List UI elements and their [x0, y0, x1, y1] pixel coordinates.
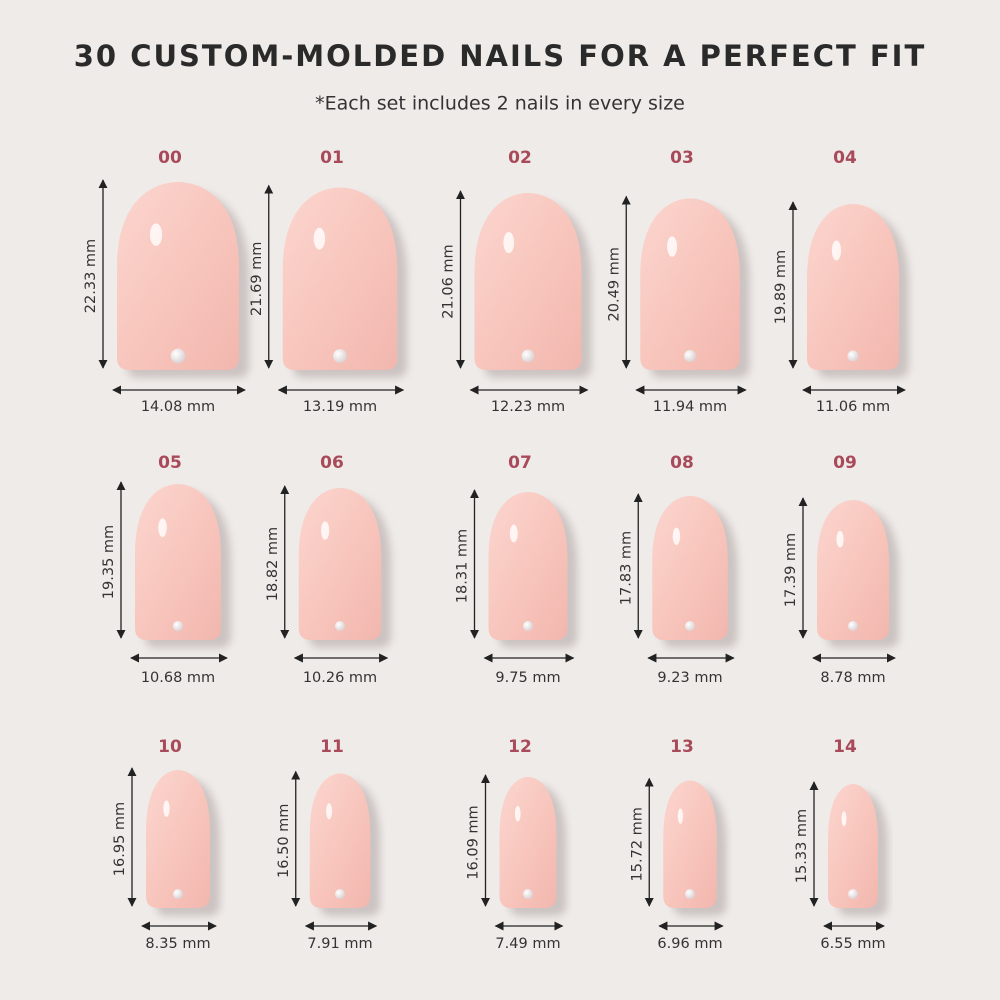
- pearl: [173, 889, 183, 899]
- nail: [499, 777, 557, 908]
- nail: [146, 770, 210, 908]
- size-label: 00: [158, 148, 182, 168]
- nail: [309, 773, 371, 908]
- nail: [807, 204, 899, 370]
- size-label: 04: [833, 148, 857, 168]
- nail: [117, 182, 239, 370]
- title: 30 CUSTOM-MOLDED NAILS FOR A PERFECT FIT: [74, 39, 927, 73]
- width-label: 12.23 mm: [491, 399, 565, 415]
- length-label: 18.82 mm: [265, 527, 281, 601]
- length-label: 17.83 mm: [618, 531, 634, 605]
- nail-highlight: [841, 811, 847, 827]
- size-label: 14: [833, 737, 857, 757]
- length-label: 15.33 mm: [794, 809, 810, 883]
- nail-highlight: [503, 231, 515, 254]
- width-label: 14.08 mm: [141, 399, 215, 415]
- nail-highlight: [163, 800, 170, 817]
- length-label: 19.35 mm: [101, 525, 117, 599]
- width-label: 10.68 mm: [141, 670, 215, 686]
- length-label: 20.49 mm: [606, 247, 622, 321]
- size-label: 12: [508, 737, 532, 757]
- length-label: 21.06 mm: [441, 244, 457, 318]
- size-label: 07: [508, 453, 532, 473]
- length-label: 19.89 mm: [773, 250, 789, 324]
- size-label: 06: [320, 453, 344, 473]
- size-label: 05: [158, 453, 182, 473]
- size-label: 11: [320, 737, 344, 757]
- pearl: [172, 620, 184, 632]
- width-label: 6.55 mm: [820, 936, 885, 952]
- size-label: 13: [670, 737, 694, 757]
- nail: [663, 780, 717, 908]
- pearl: [333, 349, 347, 363]
- length-label: 21.69 mm: [249, 242, 265, 316]
- subtitle: *Each set includes 2 nails in every size: [315, 93, 685, 115]
- pearl: [848, 621, 858, 631]
- nail: [828, 784, 878, 908]
- width-label: 13.19 mm: [303, 399, 377, 415]
- nail: [488, 492, 568, 640]
- nail-highlight: [321, 521, 330, 540]
- size-label: 09: [833, 453, 857, 473]
- size-label: 08: [670, 453, 694, 473]
- pearl: [847, 350, 859, 362]
- nail-highlight: [831, 240, 842, 261]
- width-label: 7.49 mm: [495, 936, 560, 952]
- pearl: [685, 889, 695, 899]
- width-label: 8.35 mm: [145, 936, 210, 952]
- width-label: 7.91 mm: [307, 936, 372, 952]
- length-label: 17.39 mm: [783, 533, 799, 607]
- length-label: 22.33 mm: [83, 239, 99, 313]
- pearl: [848, 889, 858, 899]
- width-label: 11.94 mm: [653, 399, 727, 415]
- pearl: [335, 889, 345, 899]
- nail-highlight: [326, 803, 333, 820]
- pearl: [521, 349, 535, 363]
- nail: [817, 500, 889, 640]
- width-label: 9.23 mm: [657, 670, 722, 686]
- width-label: 6.96 mm: [657, 936, 722, 952]
- size-label: 01: [320, 148, 344, 168]
- nail-highlight: [672, 527, 681, 545]
- width-label: 8.78 mm: [820, 670, 885, 686]
- nail: [298, 488, 382, 640]
- length-label: 16.95 mm: [112, 802, 128, 876]
- width-label: 10.26 mm: [303, 670, 377, 686]
- nail: [135, 484, 221, 640]
- size-label: 03: [670, 148, 694, 168]
- size-label: 02: [508, 148, 532, 168]
- nail-highlight: [677, 808, 684, 824]
- nail: [652, 496, 728, 640]
- width-label: 11.06 mm: [816, 399, 890, 415]
- size-label: 10: [158, 737, 182, 757]
- width-label: 9.75 mm: [495, 670, 560, 686]
- length-label: 16.50 mm: [276, 804, 292, 878]
- length-label: 18.31 mm: [455, 529, 471, 603]
- nail-highlight: [667, 236, 678, 257]
- nail: [282, 187, 398, 370]
- length-label: 15.72 mm: [629, 807, 645, 881]
- pearl: [170, 348, 186, 364]
- nail-highlight: [149, 223, 163, 246]
- nail-highlight: [313, 227, 326, 250]
- nail-highlight: [509, 524, 518, 543]
- nail-highlight: [836, 530, 844, 548]
- nail: [474, 193, 582, 370]
- pearl: [685, 621, 695, 631]
- pearl: [684, 350, 696, 362]
- pearl: [335, 621, 345, 631]
- pearl: [523, 621, 533, 631]
- length-label: 16.09 mm: [466, 805, 482, 879]
- nail-highlight: [158, 518, 167, 538]
- nail-highlight: [514, 805, 521, 822]
- nail: [640, 198, 740, 370]
- pearl: [523, 889, 533, 899]
